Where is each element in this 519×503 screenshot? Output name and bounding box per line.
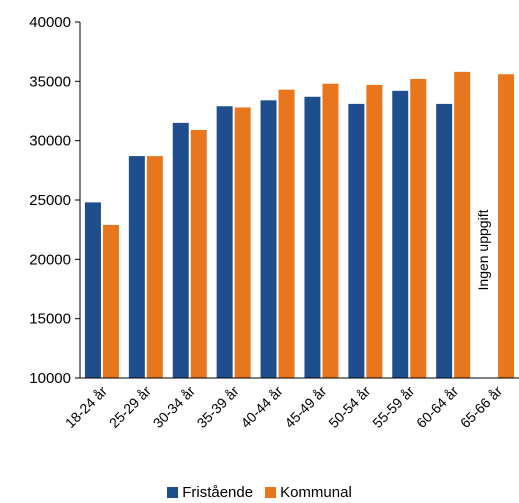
bar-kommunal (498, 74, 515, 379)
y-tick-label: 35000 (29, 73, 71, 90)
bar-fristaende (392, 90, 409, 379)
x-tick-label: 60-64 år (413, 383, 461, 431)
x-tick-label: 18-24 år (62, 383, 110, 431)
legend-swatch-fristaende (167, 487, 179, 498)
bar-fristaende (84, 202, 101, 378)
bar-fristaende (216, 106, 233, 379)
y-tick-label: 20000 (29, 251, 71, 268)
x-tick-label: 30-34 år (150, 383, 198, 431)
x-tick-label: 25-29 år (106, 383, 154, 431)
x-tick-label: 35-39 år (194, 383, 242, 431)
y-axis: 10000 15000 20000 25000 30000 35000 40000 (29, 14, 81, 387)
y-tick-label: 40000 (29, 14, 71, 31)
bars (84, 71, 515, 379)
legend-swatch-kommunal (265, 487, 277, 498)
y-tick-label: 25000 (29, 192, 71, 209)
bar-kommunal (146, 156, 163, 378)
x-tick-label: 50-54 år (325, 383, 373, 431)
bar-kommunal (234, 107, 251, 378)
bar-kommunal (322, 83, 339, 378)
legend-label-fristaende: Fristående (182, 484, 254, 501)
bar-fristaende (128, 156, 145, 378)
x-tick-label: 65-66 år (457, 383, 505, 431)
legend: Fristående Kommunal (0, 484, 519, 501)
annotations: Ingen uppgift (475, 209, 491, 290)
x-tick-label: 55-59 år (369, 383, 417, 431)
bar-fristaende (436, 103, 453, 378)
bar-kommunal (410, 78, 427, 379)
bar-fristaende (348, 103, 365, 378)
x-tick-label: 40-44 år (237, 383, 285, 431)
bar-kommunal (102, 224, 119, 378)
bar-kommunal (278, 89, 295, 378)
bar-fristaende (304, 96, 321, 378)
bar-kommunal (454, 71, 471, 378)
bar-fristaende (260, 100, 277, 378)
y-tick-label: 15000 (29, 311, 71, 328)
legend-item-kommunal: Kommunal (265, 484, 352, 501)
legend-item-fristaende: Fristående (167, 484, 253, 501)
bar-chart: 10000 15000 20000 25000 30000 35000 40000 18-2… (29, 14, 519, 431)
bar-kommunal (190, 129, 207, 378)
y-tick-label: 10000 (29, 370, 71, 387)
legend-label-kommunal: Kommunal (280, 484, 352, 501)
annotation-no-data: Ingen uppgift (475, 209, 491, 290)
x-tick-label: 45-49 år (281, 383, 329, 431)
y-tick-label: 30000 (29, 133, 71, 150)
bar-fristaende (172, 122, 189, 378)
bar-kommunal (366, 84, 383, 378)
